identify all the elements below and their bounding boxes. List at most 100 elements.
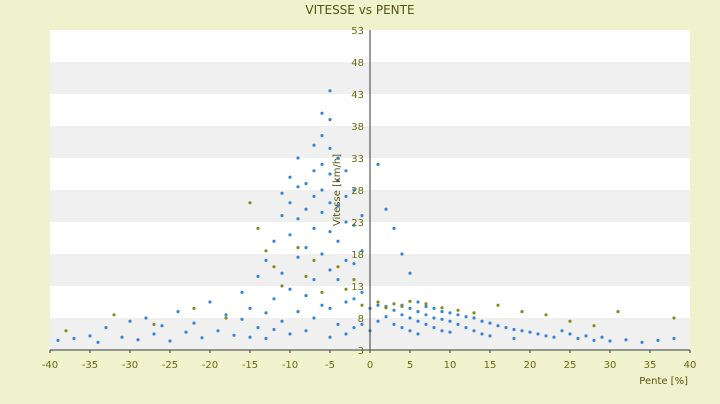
data-point [248, 306, 252, 310]
x-tick-label: 5 [407, 360, 413, 371]
data-point [344, 287, 348, 291]
data-point [264, 311, 268, 315]
y-tick-label: 8 [358, 314, 364, 325]
data-point [504, 326, 508, 330]
data-point [176, 310, 180, 314]
data-point [320, 111, 324, 115]
x-tick-label: -25 [162, 360, 178, 371]
data-point [408, 271, 412, 275]
chart-title: VITESSE vs PENTE [305, 3, 414, 17]
data-point [328, 268, 332, 272]
y-tick-label: 48 [351, 58, 364, 69]
data-point [320, 188, 324, 192]
x-tick-label: 35 [644, 360, 657, 371]
data-point [432, 326, 436, 330]
data-point [104, 326, 108, 330]
data-point [344, 332, 348, 336]
data-point [488, 334, 492, 338]
x-tick-label: -40 [42, 360, 58, 371]
data-point [608, 339, 612, 343]
y-tick-label: 43 [351, 90, 364, 101]
data-point [320, 303, 324, 307]
data-point [64, 329, 68, 333]
data-point [328, 118, 332, 122]
data-point [312, 258, 316, 262]
x-axis-label: Pente [%] [639, 376, 688, 387]
data-point [352, 223, 356, 227]
data-point [288, 287, 292, 291]
data-point [400, 326, 404, 330]
data-point [320, 290, 324, 294]
x-tick-label: -5 [325, 360, 335, 371]
data-point [240, 290, 244, 294]
x-tick-label: 25 [564, 360, 577, 371]
data-point [336, 265, 340, 269]
data-point [256, 226, 260, 230]
data-point [184, 330, 188, 334]
data-point [464, 326, 468, 330]
data-point [336, 178, 340, 182]
data-point [528, 330, 532, 334]
data-point [112, 313, 116, 317]
data-point [304, 207, 308, 211]
y-tick-label: 23 [351, 218, 364, 229]
data-point [336, 204, 340, 208]
data-point [560, 329, 564, 333]
data-point [408, 299, 412, 303]
data-point [400, 252, 404, 256]
data-point [240, 317, 244, 321]
data-point [328, 89, 332, 93]
data-point [448, 311, 452, 315]
data-point [496, 324, 500, 328]
data-point [392, 226, 396, 230]
data-point [280, 191, 284, 195]
x-tick-label: -20 [202, 360, 218, 371]
data-point [384, 306, 388, 310]
data-point [296, 310, 300, 314]
data-point [304, 294, 308, 298]
data-point [416, 310, 420, 314]
data-point [352, 278, 356, 282]
data-point [88, 334, 92, 338]
data-point [328, 146, 332, 150]
y-tick-label: 3 [358, 346, 364, 357]
data-point [136, 338, 140, 342]
data-point [200, 336, 204, 340]
y-tick-label: 28 [351, 186, 364, 197]
data-point [312, 143, 316, 147]
data-point [216, 329, 220, 333]
data-point [544, 313, 548, 317]
x-tick-label: -35 [82, 360, 98, 371]
data-point [288, 332, 292, 336]
data-point [376, 303, 380, 307]
data-point [408, 316, 412, 320]
data-point [432, 316, 436, 320]
data-point [512, 336, 516, 341]
data-point [296, 255, 300, 259]
data-point [568, 319, 572, 323]
x-tick-label: 10 [444, 360, 457, 371]
data-point [600, 335, 604, 339]
data-point [272, 297, 276, 301]
data-point [352, 188, 356, 192]
y-tick-label: 18 [351, 250, 364, 261]
data-point [328, 335, 332, 339]
data-point [160, 324, 164, 328]
data-point [296, 156, 300, 160]
data-point [440, 310, 444, 314]
y-axis-label: Vitesse [km/h] [332, 154, 343, 226]
data-point [440, 306, 444, 310]
data-point [264, 249, 268, 253]
data-point [544, 334, 548, 338]
data-point [296, 185, 300, 189]
data-point [432, 306, 436, 310]
data-point [480, 332, 484, 336]
x-tick-label: 30 [604, 360, 617, 371]
data-point [56, 338, 60, 342]
data-point [384, 315, 388, 319]
data-point [400, 304, 404, 309]
data-point [312, 169, 316, 173]
data-point [592, 324, 596, 328]
data-point [624, 338, 628, 342]
